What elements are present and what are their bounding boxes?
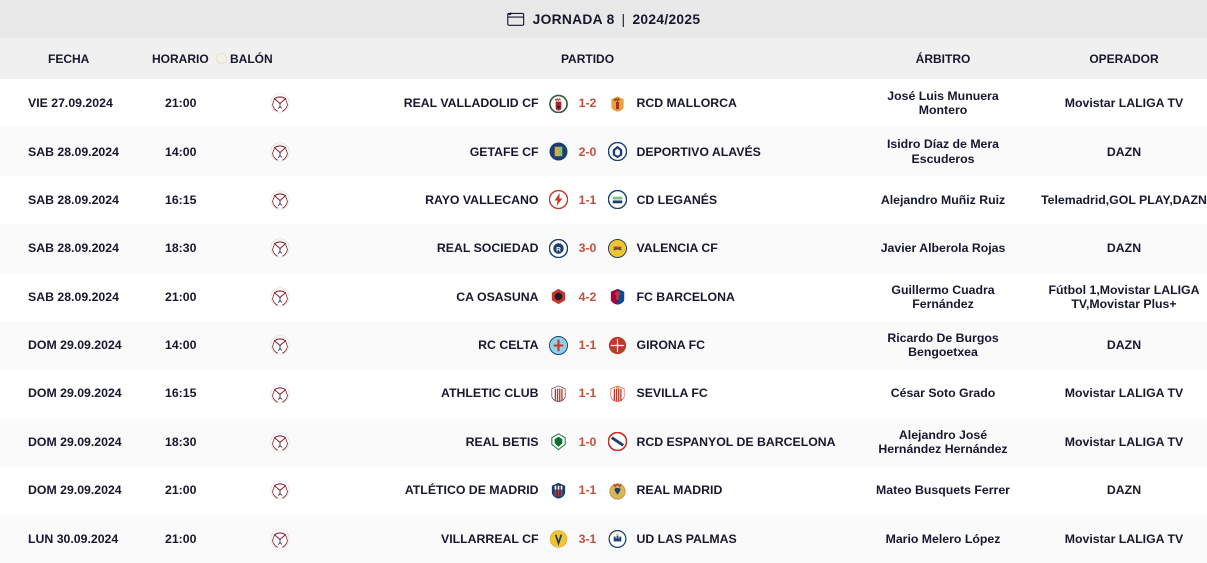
svg-text:R: R — [556, 246, 561, 253]
